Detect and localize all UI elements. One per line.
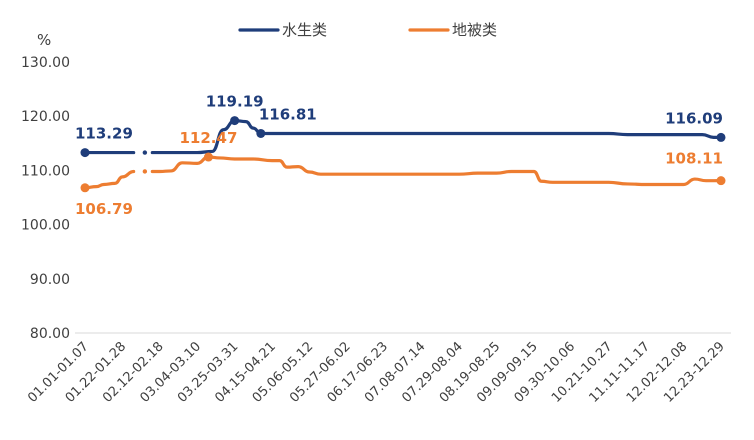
data-point [716,132,726,142]
series-gap-dot [142,150,148,155]
y-tick-label: 80.00 [30,326,70,342]
data-label: 106.79 [75,200,133,218]
data-label: 116.09 [665,109,723,127]
data-point [80,183,90,193]
y-axis-unit: % [37,31,51,49]
y-tick-label: 120.00 [21,109,70,125]
series-line-1 [150,118,723,155]
data-label: 116.81 [259,105,317,123]
y-tick-label: 110.00 [21,163,70,179]
data-label: 119.19 [206,93,264,111]
data-label: 113.29 [75,125,133,143]
series-gap-dot [142,169,148,174]
data-point [716,176,726,186]
y-tick-label: 90.00 [30,272,70,288]
y-tick-label: 100.00 [21,218,70,234]
y-tick-label: 130.00 [21,55,70,71]
data-point [230,116,240,126]
data-point [203,152,213,162]
y-axis: 80.00 90.00 100.00 110.00 120.00 130.00 [21,55,70,342]
series-markers [80,116,726,193]
series-line-2 [150,155,723,187]
legend-label: 地被类 [452,21,497,39]
x-axis: 01.01-01.0701.22-01.2802.12-02.1803.04-0… [25,332,731,406]
series-line-2 [83,169,136,190]
data-label: 112.47 [180,129,238,147]
legend-label: 水生类 [282,21,327,39]
data-point [256,128,266,138]
data-label: 108.11 [665,150,723,168]
legend: 水生类 地被类 [238,21,497,39]
data-point [80,148,90,158]
